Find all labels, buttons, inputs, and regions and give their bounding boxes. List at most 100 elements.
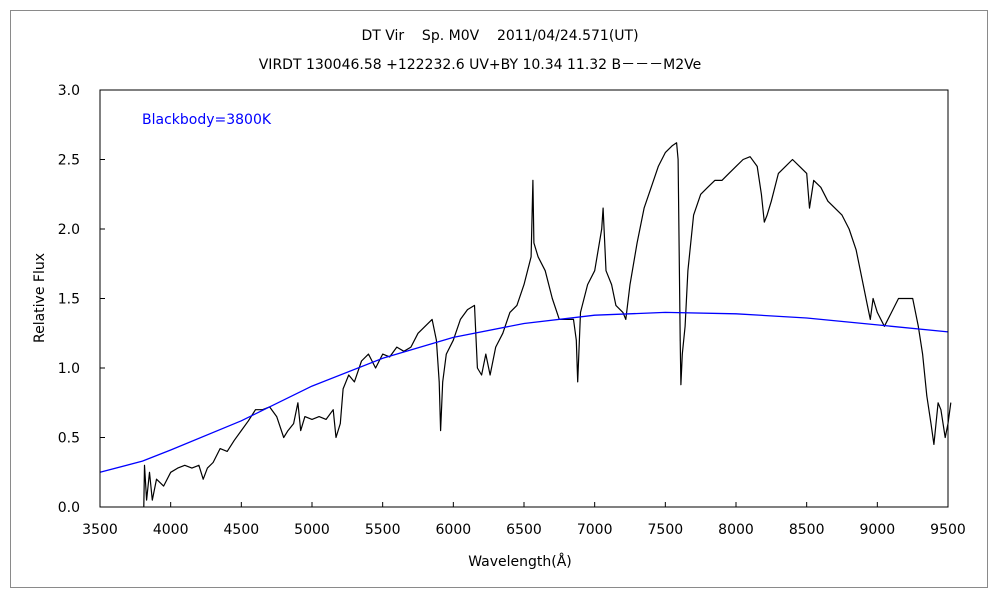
spectrum-line-point <box>516 305 518 306</box>
spectrum-line-point <box>611 284 613 285</box>
spectrum-line-point <box>869 318 871 320</box>
spectrum-line-point <box>325 419 327 420</box>
spectrum-line-point <box>926 395 928 397</box>
spectrum-line-point <box>827 200 829 202</box>
spectrum-line-point <box>742 159 744 160</box>
x-tick-label: 3500 <box>82 522 118 538</box>
spectrum-line-point <box>431 318 433 320</box>
spectrum-line-point <box>144 464 145 466</box>
x-tick-label: 5500 <box>365 522 401 538</box>
spectrum-line-point <box>551 298 553 299</box>
spectrum-line-point <box>622 312 624 313</box>
spectrum-line-point <box>785 166 786 167</box>
spectrum-line-point <box>749 156 751 158</box>
spectrum-line-point <box>700 193 702 195</box>
spectrum-line-point <box>332 409 334 411</box>
spectrum-line-point <box>763 221 765 223</box>
spectrum-line-point <box>368 353 369 355</box>
spectrum-line-point <box>820 186 822 188</box>
spectrum-line-point <box>297 402 299 404</box>
spectrum-line-point <box>293 423 295 424</box>
spectrum-line-point <box>485 353 487 355</box>
spectrum-line-point <box>855 249 857 251</box>
spectrum-line-point <box>937 402 939 404</box>
x-tick-label: 6000 <box>436 522 472 538</box>
spectrum-line-point <box>283 437 285 438</box>
x-axis-label: Wavelength(Å) <box>468 553 572 570</box>
x-tick-label: 6500 <box>506 522 542 538</box>
y-tick-label: 0.0 <box>58 500 80 516</box>
spectrum-line-point <box>714 179 716 181</box>
spectrum-line-point <box>643 207 645 209</box>
spectrum-line-point <box>342 388 344 390</box>
spectrum-line-point <box>354 381 355 383</box>
spectrum-line-point <box>922 353 923 355</box>
spectrum-line-point <box>636 242 638 244</box>
spectrum-line-point <box>573 318 574 320</box>
spectrum-line-point <box>917 325 919 327</box>
spectrum-line-point <box>792 159 793 160</box>
spectrum-line-point <box>202 478 204 480</box>
spectrum-line-point <box>657 166 659 167</box>
spectrum-line-point <box>544 270 546 272</box>
spectrum-line-point <box>311 419 313 420</box>
spectrum-line-point <box>625 318 627 320</box>
spectrum-line-point <box>533 242 535 244</box>
spectrum-line-point <box>495 346 497 348</box>
spectrum-line-point <box>615 305 617 306</box>
spectrum-line-point <box>255 409 256 411</box>
spectrum-line-point <box>872 298 874 299</box>
x-tick-label: 9000 <box>860 522 896 538</box>
spectrum-line-point <box>481 374 482 376</box>
blackbody-annotation: Blackbody=3800K <box>142 112 272 128</box>
spectrum-line-point <box>170 471 172 473</box>
spectrum-line-point <box>799 166 800 167</box>
spectrum-line-point <box>149 471 150 473</box>
spectrum-line-point <box>435 339 437 341</box>
blackbody-curve-point <box>735 313 737 315</box>
spectrum-line-point <box>950 402 952 404</box>
spectrum-line-point <box>813 179 815 181</box>
spectrum-line-point <box>335 437 337 438</box>
spectrum-line-point <box>848 228 850 230</box>
spectrum-line-point <box>679 339 681 341</box>
spectrum-line-point <box>862 284 864 285</box>
spectrum-line-point <box>664 152 666 153</box>
spectrum-line-point <box>523 284 525 285</box>
spectrum-line-point <box>778 173 779 174</box>
spectrum-line-point <box>537 256 539 258</box>
spectrum-line-point <box>156 478 157 480</box>
y-tick-label: 2.5 <box>58 153 80 169</box>
x-tick-label: 8500 <box>789 522 825 538</box>
spectrum-line-point <box>212 462 214 463</box>
x-tick-label: 4500 <box>224 522 260 538</box>
spectrum-line-point <box>761 193 762 195</box>
blackbody-curve-point <box>876 324 878 326</box>
spectrum-line-point <box>940 409 942 411</box>
spectrum-line-point <box>681 353 683 355</box>
x-tick-label: 7500 <box>648 522 684 538</box>
spectrum-line-point <box>287 430 289 431</box>
blackbody-curve-point <box>594 314 596 316</box>
spectrum-line-point <box>728 173 730 174</box>
spectrum-line-point <box>629 284 631 285</box>
blackbody-curve-point <box>452 337 454 338</box>
blackbody-curve-point <box>806 317 808 319</box>
blackbody-curve-point <box>142 460 143 462</box>
spectrum-line-point <box>424 325 426 327</box>
spectrum-line-point <box>602 207 604 209</box>
spectrum-line-point <box>577 381 579 383</box>
spectrum-line-point <box>248 420 249 422</box>
spectrum-line <box>143 142 952 508</box>
spectrum-line-point <box>933 444 935 445</box>
y-tick-label: 1.5 <box>58 292 80 308</box>
spectrum-line-point <box>445 353 447 355</box>
spectrum-line-point <box>834 207 836 209</box>
spectrum-line-point <box>891 312 892 313</box>
x-tick-label: 9500 <box>930 522 966 538</box>
spectrum-line-point <box>146 499 148 501</box>
spectrum-line-point <box>219 448 221 450</box>
spectrum-line-point <box>177 467 179 469</box>
spectrum-line-point <box>438 381 440 383</box>
spectrum-line-point <box>806 173 808 174</box>
